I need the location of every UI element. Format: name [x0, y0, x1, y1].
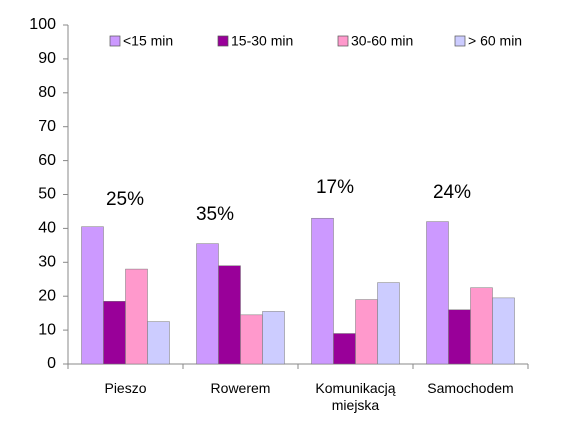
bar	[333, 333, 356, 365]
bar	[448, 309, 471, 365]
legend-label: <15 min	[123, 33, 173, 49]
y-tick-label: 80	[38, 84, 56, 101]
bar	[196, 243, 219, 365]
annotation: 25%	[106, 189, 144, 210]
legend-label: 30-60 min	[351, 33, 413, 49]
y-tick-label: 90	[38, 50, 56, 67]
bar	[218, 265, 241, 365]
y-tick-label: 40	[38, 220, 56, 237]
x-tick-label: Samochodem	[427, 380, 514, 396]
x-tick-label: Rowerem	[210, 380, 271, 396]
legend-swatch	[337, 35, 349, 47]
y-tick-label: 100	[29, 16, 56, 33]
x-tick-label: Komunikacją miejska	[315, 380, 396, 413]
y-tick-label: 10	[38, 321, 56, 338]
x-tick-label: Pieszo	[104, 380, 147, 396]
legend-label: > 60 min	[468, 33, 522, 49]
bar	[103, 301, 126, 365]
annotation: 17%	[316, 177, 354, 198]
legend-swatch	[454, 35, 466, 47]
legend-label: 15-30 min	[231, 33, 293, 49]
bar	[262, 311, 285, 365]
bar	[125, 268, 148, 365]
annotation: 24%	[433, 182, 471, 203]
annotation: 35%	[196, 204, 234, 225]
bar	[492, 297, 515, 365]
y-tick-label: 20	[38, 287, 56, 304]
bar	[426, 221, 449, 365]
legend-swatch	[217, 35, 229, 47]
bar	[377, 282, 400, 365]
y-tick-label: 0	[47, 355, 56, 372]
y-tick-label: 60	[38, 152, 56, 169]
bar	[81, 226, 104, 365]
bar	[355, 299, 378, 365]
y-tick-label: 30	[38, 254, 56, 271]
y-tick-label: 50	[38, 186, 56, 203]
bar	[240, 314, 263, 365]
bar	[470, 287, 493, 365]
bar	[311, 217, 334, 365]
legend-swatch	[109, 35, 121, 47]
y-tick-label: 70	[38, 118, 56, 135]
bar	[147, 321, 170, 365]
